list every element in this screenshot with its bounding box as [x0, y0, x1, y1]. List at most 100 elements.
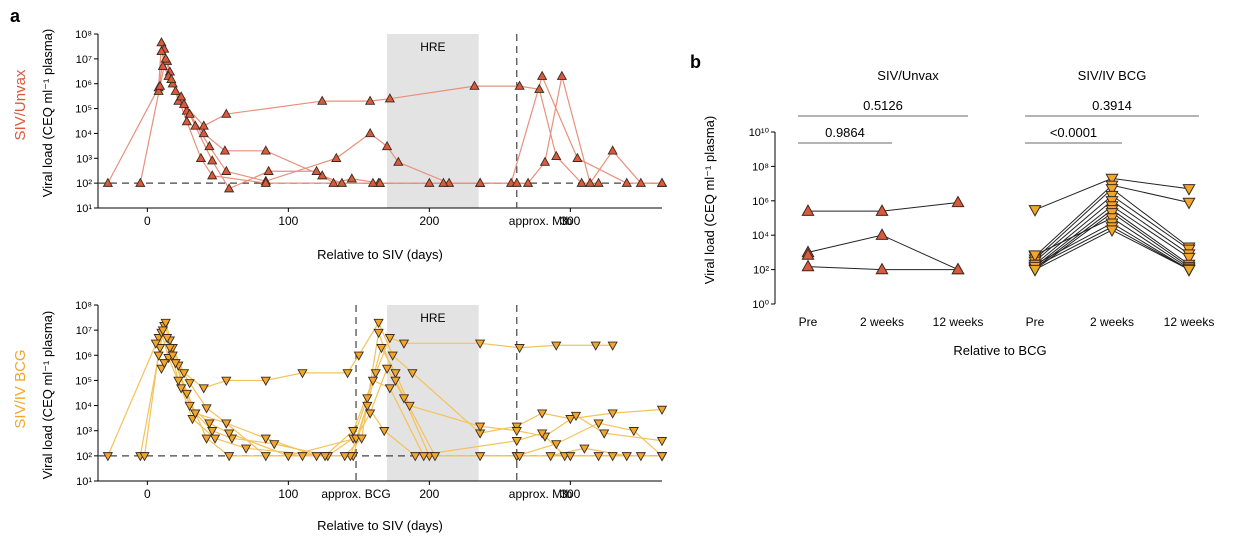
panel-b-y-tick-label: 10⁰	[752, 299, 769, 311]
bcg-data-point	[398, 339, 410, 349]
unvax-hre-region	[387, 34, 479, 208]
bcg-y-tick-label: 10¹	[76, 476, 92, 488]
bcg-data-point	[223, 452, 235, 462]
unvax-data-point	[204, 140, 215, 151]
panel-b-category-label: 12 weeks	[933, 315, 984, 329]
panel-b-p-value: 0.5126	[863, 98, 903, 113]
bcg-data-point	[418, 452, 429, 462]
bcg-data-point	[198, 384, 209, 394]
panel-a-bottom-chart: SIV/IV BCG Viral load (CEQ ml⁻¹ plasma) …	[12, 300, 668, 533]
bcg-data-point	[319, 452, 331, 462]
bcg-data-point	[221, 376, 232, 386]
unvax-series-line	[139, 58, 599, 184]
bcg-y-tick-label: 10⁸	[75, 300, 92, 312]
bcg-data-point	[353, 351, 364, 361]
bcg-data-point	[579, 444, 590, 454]
unvax-data-point	[160, 53, 171, 63]
unvax-data-point	[198, 120, 209, 130]
bcg-data-point	[283, 452, 294, 462]
unvax-data-point	[221, 108, 232, 118]
bcg-data-point	[390, 376, 401, 386]
bcg-data-point	[599, 429, 610, 439]
unvax-data-point	[556, 70, 568, 80]
panel-b-data-point	[1105, 225, 1119, 238]
bcg-data-point	[635, 452, 646, 462]
bcg-y-tick-label: 10⁶	[75, 350, 92, 362]
bcg-data-point	[607, 409, 618, 419]
panel-b-p-value: 0.3914	[1092, 98, 1132, 113]
bcg-data-point	[551, 341, 562, 351]
bcg-data-point	[356, 434, 367, 444]
panel-b-data-point	[1028, 250, 1042, 263]
unvax-data-point	[167, 78, 178, 88]
bcg-y-tick-label: 10⁴	[75, 401, 92, 413]
bcg-data-point	[545, 452, 556, 462]
bcg-data-point	[565, 415, 576, 425]
bcg-data-point	[511, 427, 522, 437]
bcg-data-point	[474, 452, 486, 462]
unvax-data-point	[424, 177, 435, 187]
bcg-series-line	[158, 335, 663, 457]
bcg-data-point	[474, 339, 486, 349]
bcg-data-point	[181, 389, 192, 400]
unvax-data-point	[393, 156, 404, 166]
panel-a-top-xlabel: Relative to SIV (days)	[317, 247, 443, 262]
bcg-data-point	[164, 344, 176, 354]
bcg-data-point	[160, 318, 171, 329]
bcg-data-point	[398, 394, 410, 404]
bcg-data-point	[269, 440, 280, 450]
bcg-data-point	[150, 339, 161, 349]
bcg-data-point	[209, 434, 221, 444]
bcg-data-point	[384, 384, 396, 394]
bcg-data-point	[204, 419, 215, 429]
bcg-data-point	[656, 405, 668, 415]
panel-b-p-value: <0.0001	[1050, 125, 1097, 140]
unvax-data-point	[381, 140, 393, 151]
bcg-data-point	[240, 444, 252, 454]
panel-b-group-title-bcg: SIV/IV BCG	[1078, 68, 1147, 83]
bcg-data-point	[157, 326, 168, 336]
bcg-data-point	[173, 376, 184, 386]
bcg-data-point	[362, 401, 373, 412]
unvax-data-point	[551, 150, 562, 160]
unvax-data-point	[260, 177, 271, 187]
bcg-data-point	[362, 394, 373, 404]
unvax-data-point	[367, 177, 379, 187]
bcg-data-point	[373, 318, 384, 329]
panel-a-top-group-label: SIV/Unvax	[12, 69, 29, 140]
bcg-data-point	[379, 427, 390, 437]
panel-a-top-chart: SIV/Unvax Viral load (CEQ ml⁻¹ plasma) R…	[12, 29, 668, 262]
bcg-data-point	[184, 401, 195, 412]
unvax-data-point	[221, 165, 232, 175]
bcg-data-point	[167, 351, 178, 361]
unvax-data-point	[102, 177, 114, 187]
unvax-data-point	[438, 177, 449, 187]
unvax-event-label: approx. Mtb	[509, 214, 573, 228]
unvax-data-point	[635, 177, 646, 187]
bcg-data-point	[102, 452, 114, 462]
unvax-data-point	[198, 127, 209, 138]
bcg-data-point	[139, 452, 150, 462]
panel-b-data-point	[801, 204, 815, 216]
unvax-data-point	[178, 98, 190, 108]
bcg-data-point	[429, 452, 441, 462]
bcg-data-point	[410, 452, 421, 462]
bcg-data-point	[260, 434, 271, 444]
bcg-data-point	[593, 452, 604, 462]
unvax-data-point	[534, 83, 545, 93]
panel-b-label: b	[690, 52, 701, 72]
unvax-data-point	[166, 73, 177, 84]
panel-b-data-point	[801, 259, 815, 272]
panel-a-bottom-ylabel: Viral load (CEQ ml⁻¹ plasma)	[40, 311, 55, 479]
unvax-data-point	[522, 177, 534, 187]
unvax-data-point	[593, 177, 604, 187]
unvax-data-point	[374, 177, 386, 187]
panel-b-ylabel: Viral load (CEQ ml⁻¹ plasma)	[702, 116, 717, 284]
unvax-data-point	[184, 108, 195, 118]
unvax-data-point	[157, 60, 168, 71]
bcg-x-tick-label: 300	[560, 487, 580, 501]
unvax-data-point	[584, 177, 596, 187]
unvax-x-tick-label: 100	[278, 214, 298, 228]
bcg-data-point	[176, 384, 187, 394]
panel-a-bottom-group-label: SIV/IV BCG	[12, 349, 29, 428]
